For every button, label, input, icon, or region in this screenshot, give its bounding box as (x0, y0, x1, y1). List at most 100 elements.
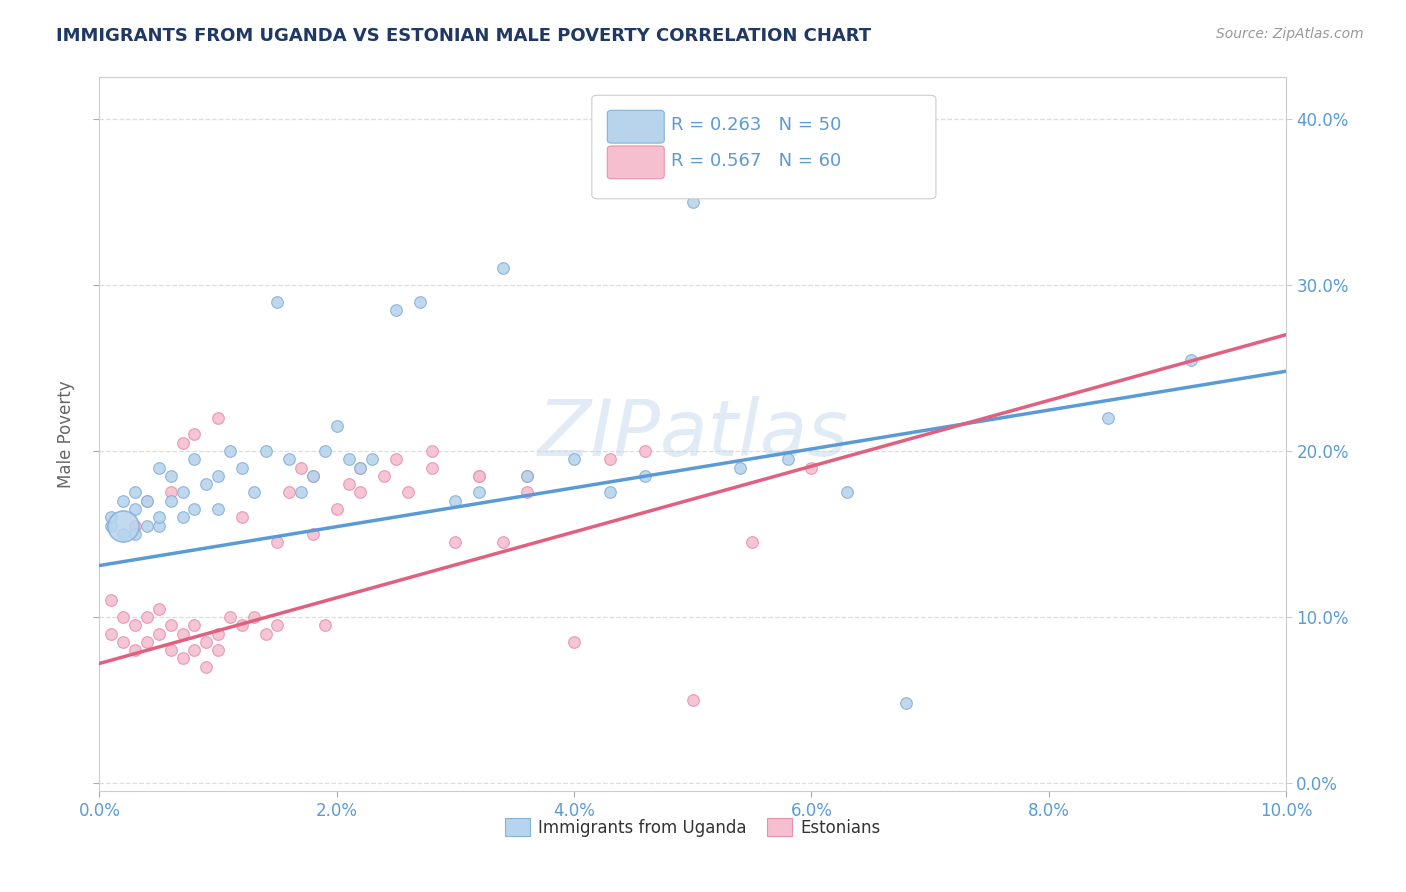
Point (385, 302, 408, 317)
Point (420, 444, 443, 458)
Point (172, 626, 194, 640)
Point (266, 618, 288, 632)
Point (148, 460, 170, 475)
Point (385, 452, 408, 467)
Point (100, 593, 122, 607)
Point (183, 427, 205, 442)
Point (444, 493, 467, 508)
Text: Source: ZipAtlas.com: Source: ZipAtlas.com (1216, 27, 1364, 41)
Point (516, 468, 538, 483)
Point (172, 435, 194, 450)
Point (634, 468, 657, 483)
Point (148, 510, 170, 524)
Point (1180, 352, 1202, 367)
Point (373, 468, 395, 483)
Point (136, 610, 159, 624)
Point (800, 460, 823, 475)
Point (172, 485, 194, 500)
Point (148, 518, 170, 533)
Point (207, 502, 229, 516)
Point (172, 651, 194, 665)
Point (302, 468, 325, 483)
Point (183, 502, 205, 516)
Point (278, 485, 301, 500)
Point (444, 535, 467, 549)
Point (159, 618, 181, 632)
Point (741, 535, 763, 549)
Point (207, 626, 229, 640)
Point (136, 518, 159, 533)
Point (136, 635, 159, 649)
Point (278, 452, 301, 467)
Point (599, 485, 621, 500)
Point (349, 460, 371, 475)
Point (266, 294, 288, 309)
Point (112, 635, 135, 649)
Point (468, 468, 491, 483)
Point (420, 460, 443, 475)
Point (195, 635, 218, 649)
Point (599, 452, 621, 467)
Point (219, 610, 242, 624)
Point (409, 294, 432, 309)
Point (207, 468, 229, 483)
Point (112, 610, 135, 624)
Legend: Immigrants from Uganda, Estonians: Immigrants from Uganda, Estonians (498, 812, 887, 844)
Point (516, 485, 538, 500)
Point (266, 535, 288, 549)
Point (148, 626, 170, 640)
Point (183, 618, 205, 632)
Point (183, 643, 205, 657)
Point (776, 452, 799, 467)
FancyBboxPatch shape (607, 111, 664, 143)
Point (207, 643, 229, 657)
Point (682, 194, 704, 209)
Point (1097, 410, 1119, 425)
Point (112, 493, 135, 508)
Point (231, 510, 253, 524)
Point (349, 460, 371, 475)
Point (242, 610, 264, 624)
Point (468, 468, 491, 483)
Point (492, 261, 515, 276)
Text: IMMIGRANTS FROM UGANDA VS ESTONIAN MALE POVERTY CORRELATION CHART: IMMIGRANTS FROM UGANDA VS ESTONIAN MALE … (56, 27, 872, 45)
Point (231, 618, 253, 632)
Point (682, 693, 704, 707)
Point (159, 493, 181, 508)
Point (231, 460, 253, 475)
Point (314, 444, 336, 458)
Y-axis label: Male Poverty: Male Poverty (58, 381, 75, 488)
Point (124, 518, 146, 533)
Point (136, 493, 159, 508)
Point (242, 485, 264, 500)
Point (835, 485, 858, 500)
Point (112, 527, 135, 541)
Point (492, 535, 515, 549)
Point (159, 468, 181, 483)
Point (195, 659, 218, 673)
Point (254, 626, 277, 640)
Text: R = 0.567   N = 60: R = 0.567 N = 60 (671, 152, 842, 170)
Point (337, 452, 360, 467)
Point (468, 485, 491, 500)
Point (148, 601, 170, 615)
Point (124, 618, 146, 632)
Point (124, 485, 146, 500)
Point (124, 643, 146, 657)
Point (183, 452, 205, 467)
FancyBboxPatch shape (592, 95, 936, 199)
Point (516, 468, 538, 483)
Point (195, 477, 218, 491)
Point (100, 510, 122, 524)
Point (302, 527, 325, 541)
Point (254, 444, 277, 458)
Point (349, 485, 371, 500)
Point (562, 452, 585, 467)
Point (314, 618, 336, 632)
Point (290, 460, 312, 475)
Point (112, 518, 135, 533)
Text: R = 0.263   N = 50: R = 0.263 N = 50 (671, 116, 842, 135)
Point (728, 460, 751, 475)
Point (159, 643, 181, 657)
Text: ZIPatlas: ZIPatlas (537, 396, 848, 473)
